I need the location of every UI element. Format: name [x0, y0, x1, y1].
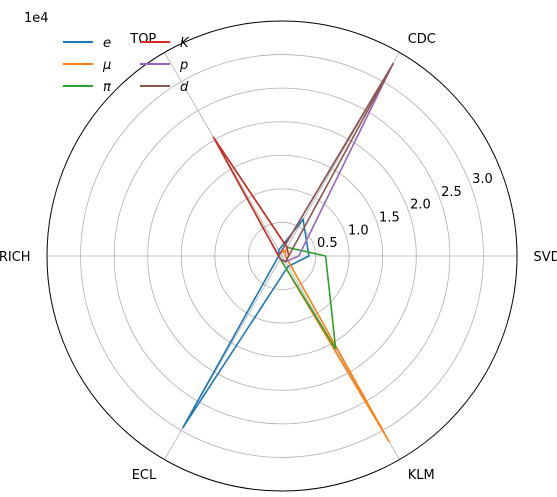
series-line — [181, 217, 310, 429]
axis-label-arich: ARICH — [0, 250, 31, 265]
legend-label: μ — [102, 58, 111, 73]
legend-label: p — [179, 58, 188, 73]
polar-frame — [46, 20, 518, 492]
r-tick-label: 0.5 — [317, 236, 338, 251]
labels: 0.5 1.0 1.5 2.0 2.5 3.0 SVD CDC TOP ARICH ECL KLM — [0, 32, 557, 483]
axis-label-ecl: ECL — [132, 468, 157, 483]
r-tick-label: 3.0 — [472, 172, 493, 187]
legend-label: d — [180, 80, 189, 95]
axis-label-svd: SVD — [533, 250, 557, 265]
r-tick-label: 2.5 — [441, 185, 462, 200]
axis-label-klm: KLM — [408, 468, 435, 483]
axis-label-cdc: CDC — [408, 32, 436, 47]
axis-label-top: TOP — [129, 32, 156, 47]
r-tick-label: 2.0 — [410, 198, 431, 213]
series-line — [277, 62, 395, 263]
r-tick-label: 1.0 — [348, 223, 369, 238]
legend: eμπ Kpd — [63, 36, 190, 95]
grid — [46, 20, 518, 492]
r-scale-label: 1e4 — [24, 11, 49, 26]
legend-label: K — [180, 36, 190, 51]
grid-spoke — [164, 255, 283, 460]
r-tick-label: 1.5 — [379, 210, 400, 225]
legend-label: e — [103, 36, 111, 51]
series-layer — [181, 62, 395, 443]
legend-label: π — [103, 80, 111, 95]
